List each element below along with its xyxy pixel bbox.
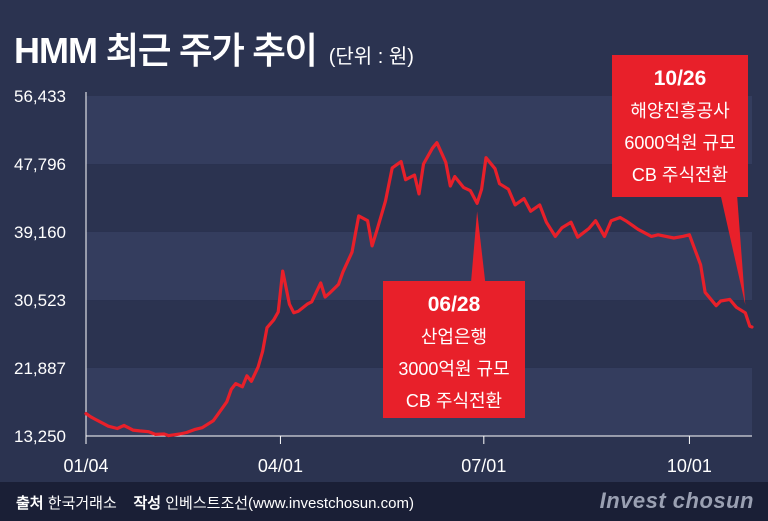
annotation-text: 3000억원 규모: [398, 359, 509, 379]
x-tick-label: 04/01: [258, 456, 303, 476]
author-name: 인베스트조선(www.investchosun.com): [165, 495, 414, 512]
x-tick-label: 07/01: [461, 456, 506, 476]
annotation-text: 해양진흥공사: [630, 101, 730, 121]
annotation-text: CB 주식전환: [406, 391, 502, 411]
annotation-pointer: [471, 211, 486, 282]
annotation-text: 산업은행: [421, 327, 487, 347]
y-tick-label: 39,160: [14, 223, 66, 242]
annotation-text: CB 주식전환: [632, 165, 728, 185]
author-label: 작성: [133, 495, 162, 512]
chart-title: HMM 최근 주가 추이: [14, 30, 318, 71]
line-chart: 56,433 47,796 39,160 30,523 21,887 13,250 01/0…: [14, 55, 754, 476]
annotation-callout: 06/28 산업은행 3000억원 규모 CB 주식전환: [383, 211, 525, 418]
y-tick-label: 30,523: [14, 291, 66, 310]
annotation-callout: 10/26 해양진흥공사 6000억원 규모 CB 주식전환: [612, 55, 748, 305]
annotation-pointer: [720, 196, 746, 305]
y-tick-label: 21,887: [14, 359, 66, 378]
y-tick-label: 56,433: [14, 87, 66, 106]
footer: 출처 한국거래소 작성 인베스트조선(www.investchosun.com)…: [0, 482, 768, 521]
price-series-line: [84, 141, 754, 438]
source-credit: 출처 한국거래소 작성 인베스트조선(www.investchosun.com): [16, 492, 414, 513]
annotation-text: 6000억원 규모: [624, 133, 735, 153]
y-tick-label: 13,250: [14, 427, 66, 446]
chart-unit: (단위 : 원): [328, 46, 414, 68]
annotation-box: [612, 55, 748, 197]
x-tick-label: 10/01: [667, 456, 712, 476]
annotation-box: [383, 281, 525, 418]
source-label: 출처: [16, 495, 44, 512]
x-tick-label: 01/04: [63, 456, 108, 476]
annotation-date: 10/26: [654, 67, 707, 90]
y-tick-label: 47,796: [14, 155, 66, 174]
annotation-date: 06/28: [428, 293, 481, 316]
title-block: HMM 최근 주가 추이 (단위 : 원): [14, 22, 414, 74]
brand-logo: Invest chosun: [599, 488, 754, 513]
source-name: 한국거래소: [47, 495, 117, 512]
